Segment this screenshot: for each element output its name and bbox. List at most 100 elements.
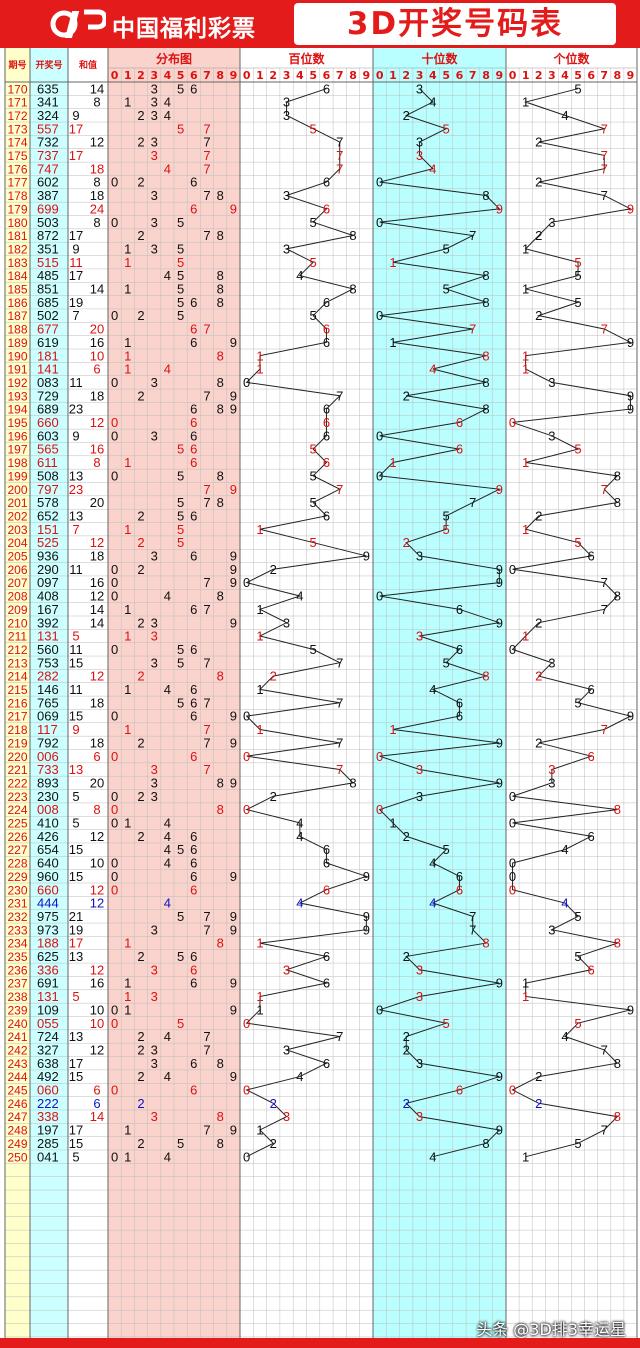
header-number: 开奖号 — [35, 59, 62, 71]
dist-digit: 0 — [111, 749, 118, 764]
position-digit: 9 — [496, 562, 503, 577]
number-cell: 324 — [37, 108, 59, 123]
dist-digit: 2 — [137, 508, 144, 523]
digit-label: 4 — [429, 69, 437, 82]
issue-cell: 239 — [7, 1003, 27, 1017]
position-digit: 5 — [310, 442, 317, 457]
position-digit: 3 — [416, 135, 423, 150]
dist-digit: 0 — [111, 642, 118, 657]
dist-digit: 6 — [190, 415, 197, 430]
number-cell: 485 — [37, 268, 59, 283]
dist-digit: 6 — [190, 682, 197, 697]
digit-label: 5 — [309, 69, 317, 82]
position-digit: 6 — [456, 869, 463, 884]
position-digit: 8 — [349, 282, 356, 297]
number-cell: 290 — [37, 562, 59, 577]
position-digit: 0 — [243, 1149, 250, 1164]
digit-label: 4 — [561, 69, 569, 82]
dist-digit: 9 — [230, 388, 237, 403]
number-cell: 188 — [37, 936, 59, 951]
number-cell: 151 — [37, 522, 59, 537]
issue-cell: 205 — [7, 550, 27, 564]
digit-label: 1 — [522, 69, 530, 82]
dist-digit: 8 — [217, 402, 224, 417]
position-digit: 7 — [469, 909, 476, 924]
number-cell: 753 — [37, 655, 59, 670]
position-digit: 4 — [561, 842, 568, 857]
position-digit: 6 — [323, 81, 330, 96]
dist-digit: 8 — [217, 936, 224, 951]
sum-cell: 12 — [90, 896, 104, 911]
sum-cell: 12 — [90, 535, 104, 550]
dist-digit: 6 — [190, 455, 197, 470]
dist-digit: 4 — [164, 896, 171, 911]
dist-digit: 7 — [203, 575, 210, 590]
issue-cell: 179 — [7, 202, 27, 216]
number-cell: 146 — [37, 682, 59, 697]
position-digit: 0 — [509, 789, 516, 804]
position-digit: 5 — [310, 642, 317, 657]
dist-digit: 0 — [111, 468, 118, 483]
dist-digit: 7 — [203, 1123, 210, 1138]
dist-digit: 3 — [151, 428, 158, 443]
dist-digit: 3 — [151, 629, 158, 644]
dist-digit: 6 — [190, 295, 197, 310]
issue-cell: 187 — [7, 309, 27, 323]
issue-cell: 174 — [7, 136, 27, 150]
number-cell: 689 — [37, 402, 59, 417]
digit-label: 5 — [574, 69, 582, 82]
position-digit: 1 — [256, 1002, 263, 1017]
dist-digit: 6 — [190, 869, 197, 884]
number-cell: 872 — [37, 228, 59, 243]
sum-cell: 23 — [69, 482, 83, 497]
position-digit: 5 — [310, 121, 317, 136]
dist-digit: 4 — [164, 1029, 171, 1044]
issue-cell: 185 — [7, 283, 27, 297]
dist-digit: 8 — [217, 282, 224, 297]
number-cell: 975 — [37, 909, 59, 924]
dist-digit: 6 — [190, 201, 197, 216]
number-cell: 097 — [37, 575, 59, 590]
issue-cell: 175 — [7, 149, 27, 163]
issue-cell: 241 — [7, 1030, 27, 1044]
position-digit: 6 — [323, 1056, 330, 1071]
number-cell: 560 — [37, 642, 59, 657]
sum-cell: 13 — [69, 949, 83, 964]
number-cell: 797 — [37, 482, 59, 497]
position-digit: 2 — [270, 669, 277, 684]
position-digit: 5 — [574, 255, 581, 270]
position-digit: 2 — [403, 388, 410, 403]
dist-digit: 1 — [124, 989, 131, 1004]
digit-label: 2 — [137, 69, 145, 82]
dist-digit: 9 — [230, 402, 237, 417]
position-digit: 2 — [535, 508, 542, 523]
issue-cell: 202 — [7, 509, 27, 523]
dist-digit: 4 — [164, 268, 171, 283]
number-cell: 351 — [37, 241, 59, 256]
position-digit: 3 — [416, 789, 423, 804]
dist-digit: 0 — [111, 1002, 118, 1017]
number-cell: 181 — [37, 348, 59, 363]
sum-cell: 13 — [69, 762, 83, 777]
issue-cell: 230 — [7, 883, 27, 897]
dist-digit: 5 — [177, 215, 184, 230]
issue-cell: 189 — [7, 336, 27, 350]
position-digit: 0 — [376, 589, 383, 604]
digit-label: 2 — [269, 69, 277, 82]
digit-label: 7 — [469, 69, 477, 82]
number-cell: 724 — [37, 1029, 59, 1044]
sum-cell: 18 — [90, 161, 104, 176]
issue-cell: 245 — [7, 1084, 27, 1098]
number-cell: 602 — [37, 175, 59, 190]
position-digit: 7 — [601, 1042, 608, 1057]
dist-digit: 8 — [217, 295, 224, 310]
position-digit: 3 — [548, 428, 555, 443]
position-digit: 6 — [456, 882, 463, 897]
dist-digit: 8 — [217, 669, 224, 684]
number-cell: 732 — [37, 135, 59, 150]
dist-digit: 2 — [137, 175, 144, 190]
dist-digit: 4 — [164, 816, 171, 831]
dist-digit: 1 — [124, 241, 131, 256]
sum-cell: 12 — [90, 589, 104, 604]
position-digit: 3 — [416, 962, 423, 977]
